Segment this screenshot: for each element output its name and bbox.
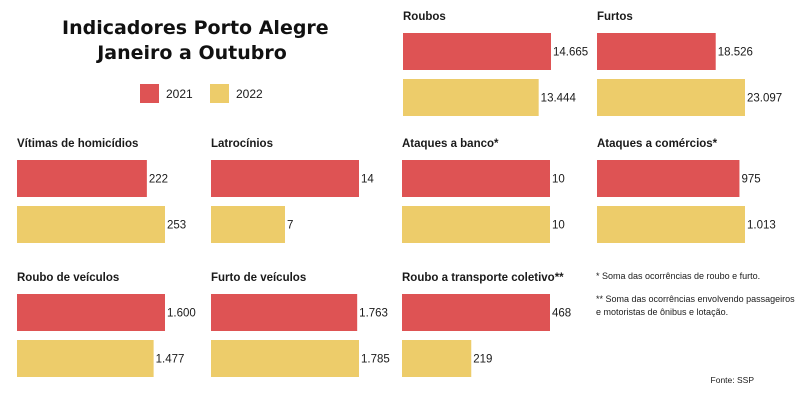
chart-panel-roubo-veiculos: Roubo de veículos 1.600 1.477 [17,272,207,392]
bar-chart: 10 10 [402,160,565,243]
bar-chart: 18.526 23.097 [597,33,782,116]
bar-2022 [597,79,745,116]
legend-item-2021: 2021 [140,84,193,103]
bar-2022 [17,340,154,377]
page-title: Indicadores Porto Alegre Janeiro a Outub… [62,16,329,66]
chart-panel-ataques-banco: Ataques a banco* 10 10 [402,138,592,258]
bar-2021 [403,33,551,70]
data-label-2021: 18.526 [718,47,753,59]
data-label-2022: 1.785 [361,354,390,366]
footnote-2: ** Soma das ocorrências envolvendo passa… [596,294,795,317]
bar-chart: 975 1.013 [597,160,776,243]
data-label-2022: 7 [287,220,293,232]
bar-chart: 468 219 [402,294,571,377]
data-label-2022: 1.477 [156,354,185,366]
legend-item-2022: 2022 [210,84,263,103]
legend-label-2021: 2021 [166,86,193,101]
bar-chart: 14.665 13.444 [403,33,588,116]
footnotes: * Soma das ocorrências de roubo e furto.… [596,270,796,329]
bar-chart: 222 253 [17,160,186,243]
chart-panel-vitimas-homicidios: Vítimas de homicídios 222 253 [17,138,207,258]
bar-2021 [402,160,550,197]
data-label-2022: 10 [552,220,565,232]
bar-chart: 1.600 1.477 [17,294,196,377]
data-label-2022: 253 [167,220,186,232]
bar-2022 [211,206,285,243]
chart-title: Roubo de veículos [17,272,120,284]
chart-title: Ataques a comércios* [597,138,718,150]
bar-2021 [211,160,359,197]
bar-2022 [402,206,550,243]
data-label-2022: 23.097 [747,93,782,105]
chart-title: Furto de veículos [211,272,307,284]
legend-label-2022: 2022 [236,86,263,101]
chart-title: Vítimas de homicídios [17,138,139,150]
data-label-2021: 222 [149,174,168,186]
bar-2021 [211,294,358,331]
source-credit: Fonte: SSP [710,375,754,385]
data-label-2021: 14.665 [553,47,588,59]
chart-title: Ataques a banco* [402,138,499,150]
data-label-2022: 219 [473,354,492,366]
legend-swatch-2022 [210,84,229,103]
bar-2021 [17,294,165,331]
data-label-2021: 1.600 [167,308,196,320]
chart-title: Roubo a transporte coletivo** [402,272,564,284]
title-line-2: Janeiro a Outubro [97,42,287,64]
footnote-1: * Soma das ocorrências de roubo e furto. [596,271,761,281]
legend-swatch-2021 [140,84,159,103]
data-label-2022: 1.013 [747,220,776,232]
data-label-2021: 10 [552,174,565,186]
bar-2021 [17,160,147,197]
chart-panel-roubo-transporte-coletivo: Roubo a transporte coletivo** 468 219 [402,272,592,392]
bar-2021 [597,160,740,197]
chart-panel-furtos: Furtos 18.526 23.097 [597,11,787,131]
data-label-2021: 1.763 [359,308,388,320]
data-label-2021: 468 [552,308,571,320]
chart-title: Latrocínios [211,138,273,150]
chart-title: Roubos [403,11,446,23]
bar-2021 [597,33,716,70]
data-label-2022: 13.444 [541,93,577,105]
bar-2022 [17,206,165,243]
bar-2022 [403,79,539,116]
chart-panel-furto-veiculos: Furto de veículos 1.763 1.785 [211,272,401,392]
bar-2022 [402,340,472,377]
chart-panel-roubos: Roubos 14.665 13.444 [403,11,593,131]
title-line-1: Indicadores Porto Alegre [62,17,329,39]
bar-2022 [597,206,745,243]
data-label-2021: 14 [361,174,374,186]
data-label-2021: 975 [741,174,760,186]
chart-panel-latrocinios: Latrocínios 14 7 [211,138,401,258]
bar-chart: 1.763 1.785 [211,294,390,377]
chart-panel-ataques-comercios: Ataques a comércios* 975 1.013 [597,138,787,258]
bar-chart: 14 7 [211,160,374,243]
bar-2022 [211,340,359,377]
chart-title: Furtos [597,11,633,23]
bar-2021 [402,294,550,331]
